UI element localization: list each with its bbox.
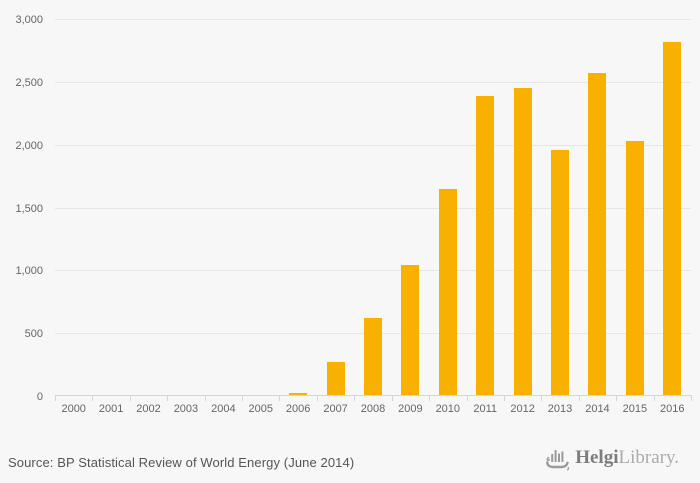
y-axis-label: 2,000	[15, 139, 43, 152]
x-axis-label-2016: 2016	[660, 403, 685, 415]
x-axis-label-2010: 2010	[435, 403, 461, 415]
gridline-3000	[55, 19, 691, 20]
bar-2008[interactable]	[364, 318, 382, 396]
axis-tick	[429, 396, 431, 401]
x-axis-label-2001: 2001	[98, 403, 124, 415]
helgilibrary-logo[interactable]: HelgiLibrary.	[544, 444, 679, 472]
bar-2009[interactable]	[401, 265, 420, 396]
source-text: Source: BP Statistical Review of World E…	[8, 455, 355, 470]
x-axis-label-2013: 2013	[547, 403, 573, 415]
x-axis-label-2003: 2003	[173, 403, 199, 415]
y-axis-label: 3,000	[15, 14, 43, 26]
axis-tick	[578, 396, 580, 401]
gridline-2500	[55, 81, 691, 83]
bar-2015[interactable]	[625, 140, 644, 396]
gridline-1500	[55, 207, 691, 209]
axis-tick	[466, 396, 468, 401]
bar-2012[interactable]	[513, 87, 532, 396]
x-axis-label-2014: 2014	[585, 403, 610, 415]
x-axis-label-2005: 2005	[248, 403, 273, 415]
viking-ship-icon	[546, 449, 570, 471]
x-axis-label-2009: 2009	[398, 403, 423, 415]
axis-tick	[541, 396, 543, 401]
x-axis-line	[55, 395, 692, 396]
axis-tick	[653, 396, 655, 401]
axis-tick	[503, 396, 505, 401]
y-axis-label: 500	[24, 328, 43, 341]
axis-tick	[92, 396, 94, 401]
x-axis-label-2011: 2011	[473, 403, 498, 415]
bar-2014[interactable]	[588, 73, 607, 396]
axis-tick	[279, 396, 281, 401]
x-axis-label-2004: 2004	[211, 403, 236, 415]
x-axis-label-2002: 2002	[136, 403, 161, 415]
logo-text-library: Library.	[618, 447, 680, 468]
axis-tick	[129, 396, 131, 401]
x-axis-label-2008: 2008	[360, 403, 386, 415]
x-axis-label-2007: 2007	[323, 403, 348, 415]
plot-area	[55, 0, 691, 396]
y-axis-label: 2,500	[15, 76, 43, 89]
gridline-1000	[55, 270, 691, 272]
axis-tick	[391, 396, 393, 401]
logo-wordmark: HelgiLibrary.	[575, 444, 679, 472]
y-axis-label: 1,500	[15, 202, 43, 215]
bar-2016[interactable]	[663, 42, 682, 396]
axis-tick	[691, 396, 692, 401]
axis-tick	[167, 396, 169, 401]
y-axis-label: 1,000	[15, 265, 43, 278]
y-axis-label: 0	[36, 391, 43, 403]
bar-2007[interactable]	[326, 362, 345, 396]
axis-tick	[616, 396, 618, 401]
bar-2006[interactable]	[289, 392, 308, 396]
axis-tick	[55, 396, 56, 401]
bar-2013[interactable]	[551, 149, 570, 396]
bar-2011[interactable]	[476, 96, 495, 396]
x-axis-label-2012: 2012	[510, 403, 535, 415]
axis-tick	[354, 396, 356, 401]
bar-2010[interactable]	[438, 188, 457, 396]
gridline-2000	[55, 144, 691, 146]
axis-tick	[242, 396, 244, 401]
axis-tick	[204, 396, 206, 401]
logo-text-helgi: Helgi	[575, 447, 619, 468]
x-axis-label-2000: 2000	[61, 403, 86, 415]
x-axis-label-2015: 2015	[622, 403, 648, 415]
x-axis-label-2006: 2006	[285, 403, 311, 415]
axis-tick	[316, 396, 318, 401]
